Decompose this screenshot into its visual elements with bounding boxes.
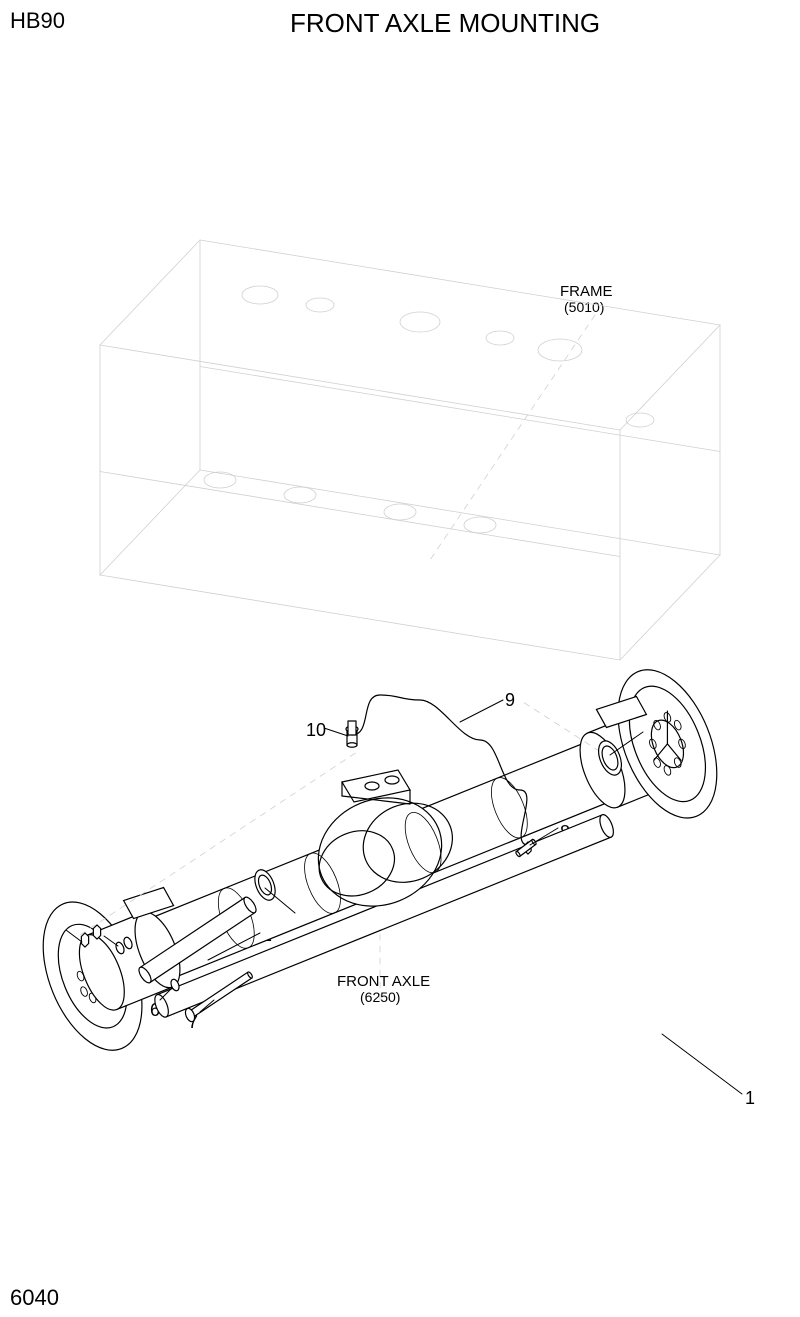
diagram-svg [0, 0, 800, 1317]
